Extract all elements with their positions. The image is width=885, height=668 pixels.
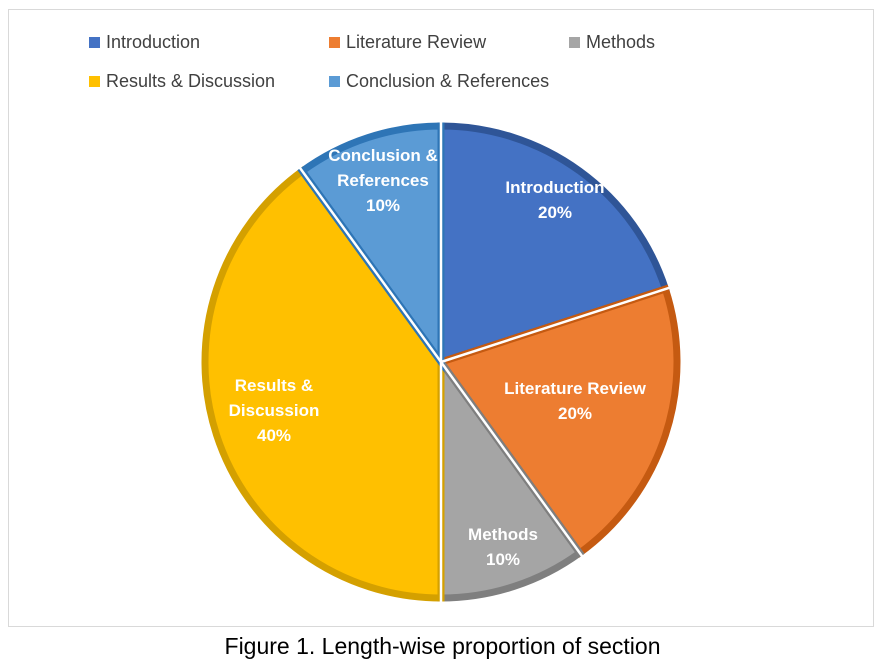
slice-label-methods: Methods 10% [468, 525, 538, 569]
figure-caption: Figure 1. Length-wise proportion of sect… [224, 633, 661, 659]
legend-swatch [329, 37, 340, 48]
slice-separator [440, 286, 670, 364]
legend-item: Methods [569, 32, 655, 53]
legend-label: Methods [586, 32, 656, 52]
pie-slice-conclusion-references [297, 122, 445, 373]
legend-swatch [569, 37, 580, 48]
pie-slice-introduction [437, 122, 670, 367]
legend-item: Results & Discussion [89, 71, 275, 92]
slice-label-results-discussion: Results & Discussion 40% [229, 376, 320, 445]
chart-legend: Introduction Literature Review Methods Resu… [0, 0, 885, 100]
legend-label: Literature Review [346, 32, 487, 52]
pie-slice-methods [437, 351, 585, 602]
legend-label: Introduction [106, 32, 201, 52]
legend-item: Literature Review [329, 32, 486, 53]
slice-label-literature-review: Literature Review 20% [504, 379, 646, 423]
pie-slice-results-discussion [201, 166, 445, 602]
slice-label-conclusion-references: Conclusion & References 10% [328, 146, 438, 215]
legend-label: Results & Discussion [106, 71, 276, 91]
legend-label: Conclusion & References [346, 71, 550, 91]
legend-swatch [89, 37, 100, 48]
legend-item: Introduction [89, 32, 200, 53]
legend-swatch [89, 76, 100, 87]
legend-swatch [329, 76, 340, 87]
slice-separator [298, 167, 443, 363]
pie-slice-literature-review [435, 284, 681, 558]
legend-item: Conclusion & References [329, 71, 549, 92]
slice-separator [439, 361, 584, 557]
slice-label-introduction: Introduction 20% [505, 178, 604, 222]
